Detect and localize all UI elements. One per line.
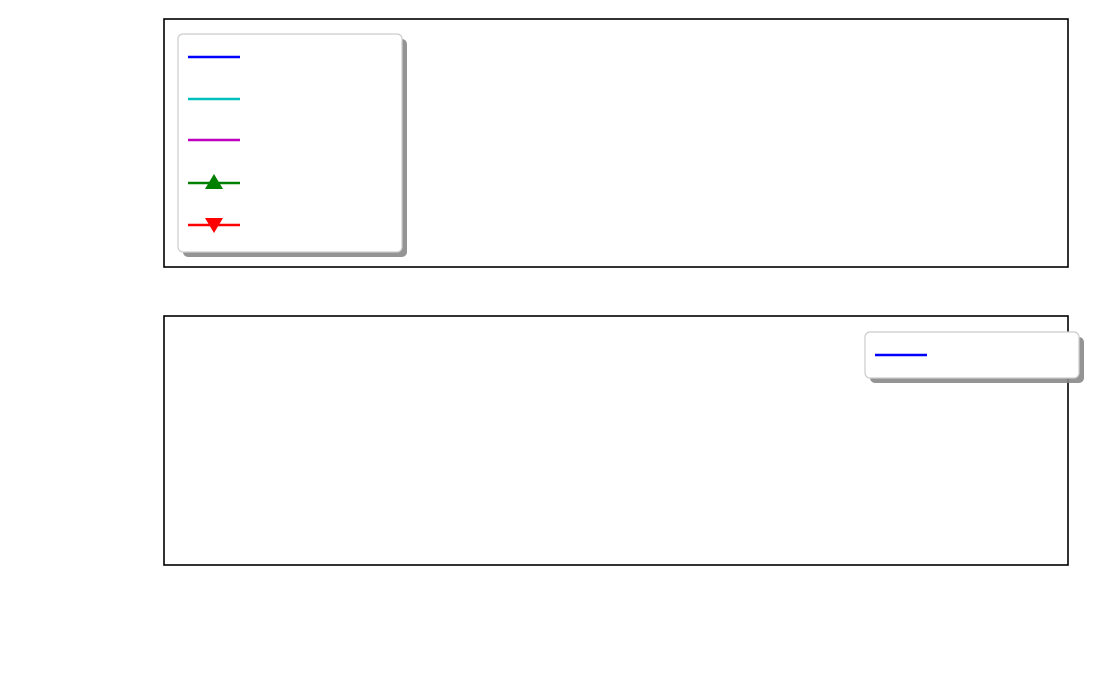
price-legend-box	[177, 33, 403, 253]
legend-entry-sell	[188, 218, 240, 233]
portfolio-legend-box	[864, 331, 1080, 379]
price-axes-frame	[163, 18, 1069, 268]
price-panel	[163, 18, 1069, 268]
legend-sell-triangle	[205, 218, 223, 233]
legend-buy-triangle	[205, 174, 223, 189]
price-legend	[177, 33, 407, 257]
portfolio-panel	[163, 315, 1084, 566]
portfolio-axes-frame	[163, 315, 1069, 566]
legend-entry-buy	[188, 174, 240, 189]
portfolio-legend	[864, 331, 1084, 383]
